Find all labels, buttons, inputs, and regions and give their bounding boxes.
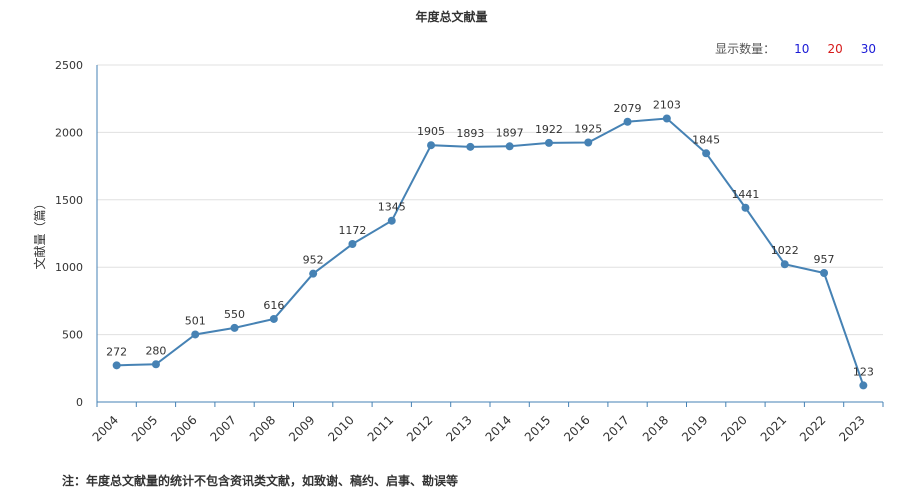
x-tick-label: 2012 <box>404 413 435 444</box>
data-point <box>544 138 553 147</box>
data-label: 1922 <box>535 123 563 136</box>
x-tick-label: 2004 <box>90 413 121 444</box>
x-tick-label: 2015 <box>522 413 553 444</box>
data-label: 280 <box>145 344 166 357</box>
data-label: 1925 <box>574 123 602 136</box>
y-tick-label: 500 <box>62 329 83 342</box>
data-label: 550 <box>224 308 245 321</box>
data-label: 2079 <box>614 102 642 115</box>
y-axis-label: 文献量（篇） <box>32 197 47 269</box>
x-tick-label: 2016 <box>561 413 592 444</box>
data-label: 501 <box>185 314 206 327</box>
x-tick-label: 2018 <box>640 413 671 444</box>
data-label: 272 <box>106 345 127 358</box>
count-selector: 显示数量： 10 20 30 <box>715 40 885 57</box>
x-tick-label: 2010 <box>325 413 356 444</box>
count-option-20[interactable]: 20 <box>827 41 843 56</box>
data-point <box>820 268 829 277</box>
data-label: 2103 <box>653 99 681 112</box>
data-label: 1897 <box>496 126 524 139</box>
data-label: 1441 <box>731 188 759 201</box>
data-point <box>505 142 514 151</box>
y-tick-label: 2000 <box>55 126 83 139</box>
x-tick-label: 2005 <box>129 413 160 444</box>
data-point <box>112 361 121 370</box>
data-point <box>269 314 278 323</box>
y-tick-label: 2500 <box>55 59 83 72</box>
x-tick-label: 2011 <box>365 413 396 444</box>
data-point <box>466 142 475 151</box>
data-label: 1893 <box>456 127 484 140</box>
x-tick-label: 2017 <box>601 413 632 444</box>
data-point <box>741 203 750 212</box>
data-label: 123 <box>853 365 874 378</box>
data-point <box>623 117 632 126</box>
data-label: 616 <box>263 299 284 312</box>
data-point <box>702 149 711 158</box>
data-label: 1172 <box>338 224 366 237</box>
y-tick-label: 0 <box>76 396 83 409</box>
x-tick-label: 2008 <box>247 413 278 444</box>
x-tick-label: 2022 <box>797 413 828 444</box>
data-point <box>230 323 239 332</box>
footnote: 注：年度总文献量的统计不包含资讯类文献，如致谢、稿约、启事、勘误等 <box>62 474 459 488</box>
x-tick-label: 2006 <box>168 413 199 444</box>
data-point <box>662 114 671 123</box>
x-tick-label: 2014 <box>483 413 514 444</box>
x-tick-label: 2009 <box>286 413 317 444</box>
data-point <box>427 141 436 150</box>
x-tick-label: 2013 <box>443 413 474 444</box>
count-selector-label: 显示数量： <box>715 42 776 56</box>
data-point <box>191 330 200 339</box>
data-point <box>348 240 357 249</box>
chart-title: 年度总文献量 <box>415 10 488 24</box>
data-point <box>780 260 789 269</box>
x-tick-label: 2019 <box>679 413 710 444</box>
count-option-10[interactable]: 10 <box>794 41 810 56</box>
x-tick-label: 2007 <box>208 413 239 444</box>
data-label: 1845 <box>692 133 720 146</box>
data-label: 952 <box>303 254 324 267</box>
data-point <box>859 381 868 390</box>
data-point <box>584 138 593 147</box>
x-tick-label: 2023 <box>836 413 867 444</box>
x-tick-label: 2020 <box>718 413 749 444</box>
y-tick-label: 1500 <box>55 194 83 207</box>
data-point <box>151 360 160 369</box>
data-label: 1905 <box>417 125 445 138</box>
y-tick-label: 1000 <box>55 261 83 274</box>
data-label: 957 <box>814 253 835 266</box>
data-label: 1022 <box>771 244 799 257</box>
data-label: 1345 <box>378 201 406 214</box>
data-point <box>387 216 396 225</box>
count-option-30[interactable]: 30 <box>860 41 876 56</box>
series-line <box>116 117 865 386</box>
x-tick-label: 2021 <box>758 413 789 444</box>
data-point <box>309 269 318 278</box>
